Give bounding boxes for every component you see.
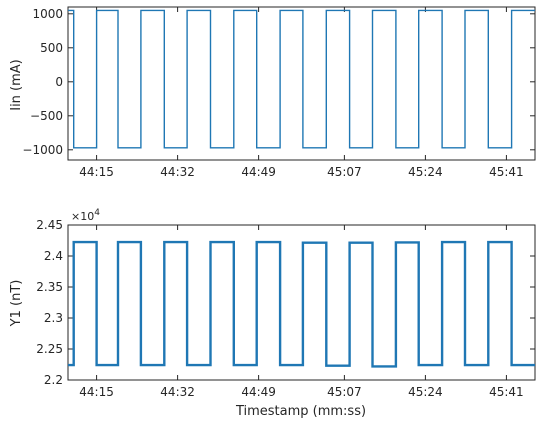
top-y-tick-label: 0 <box>55 75 63 89</box>
top-y-ticks: −1000 −500 0 500 1000 <box>22 7 535 157</box>
top-x-tick-label: 45:24 <box>408 165 443 179</box>
top-x-tick-label: 44:49 <box>241 165 276 179</box>
top-series-line <box>68 9 535 149</box>
bottom-y-tick-label: 2.2 <box>44 373 63 387</box>
bottom-x-ticks: 44:15 44:32 44:49 45:07 45:24 45:41 <box>79 225 524 399</box>
top-y-tick-label: −500 <box>30 109 63 123</box>
top-y-tick-label: 1000 <box>32 7 63 21</box>
top-x-ticks: 44:15 44:32 44:49 45:07 45:24 45:41 <box>79 7 524 179</box>
bottom-series-line <box>68 240 535 368</box>
bottom-x-tick-label: 44:15 <box>79 385 114 399</box>
bottom-x-axis-label: Timestamp (mm:ss) <box>235 404 366 419</box>
bottom-x-tick-label: 45:24 <box>408 385 443 399</box>
bottom-y-ticks: 2.2 2.25 2.3 2.35 2.4 2.45 <box>36 218 535 387</box>
bottom-x-tick-label: 45:41 <box>489 385 524 399</box>
bottom-y-tick-label: 2.4 <box>44 249 63 263</box>
bottom-axes: 2.2 2.25 2.3 2.35 2.4 2.45 44:15 44:32 44:49 45:… <box>9 208 536 419</box>
top-y-axis-label: Iin (mA) <box>9 59 24 111</box>
y-scale-multiplier: ×104 <box>71 208 100 223</box>
top-x-tick-label: 44:32 <box>160 165 195 179</box>
top-y-tick-label: 500 <box>40 41 63 55</box>
bottom-y-tick-label: 2.3 <box>44 311 63 325</box>
bottom-x-tick-label: 44:49 <box>241 385 276 399</box>
top-x-tick-label: 45:41 <box>489 165 524 179</box>
top-x-tick-label: 44:15 <box>79 165 114 179</box>
bottom-y-tick-label: 2.45 <box>36 218 63 232</box>
top-x-tick-label: 45:07 <box>327 165 362 179</box>
bottom-y-tick-label: 2.25 <box>36 342 63 356</box>
top-y-tick-label: −1000 <box>22 143 63 157</box>
bottom-axes-box <box>67 224 536 381</box>
bottom-y-tick-label: 2.35 <box>36 280 63 294</box>
bottom-y-axis-label: Y1 (nT) <box>9 280 24 328</box>
bottom-x-tick-label: 44:32 <box>160 385 195 399</box>
top-axes-box <box>67 6 536 161</box>
bottom-x-tick-label: 45:07 <box>327 385 362 399</box>
top-axes: −1000 −500 0 500 1000 44:15 44:32 44:49 45:07 45… <box>9 6 536 179</box>
